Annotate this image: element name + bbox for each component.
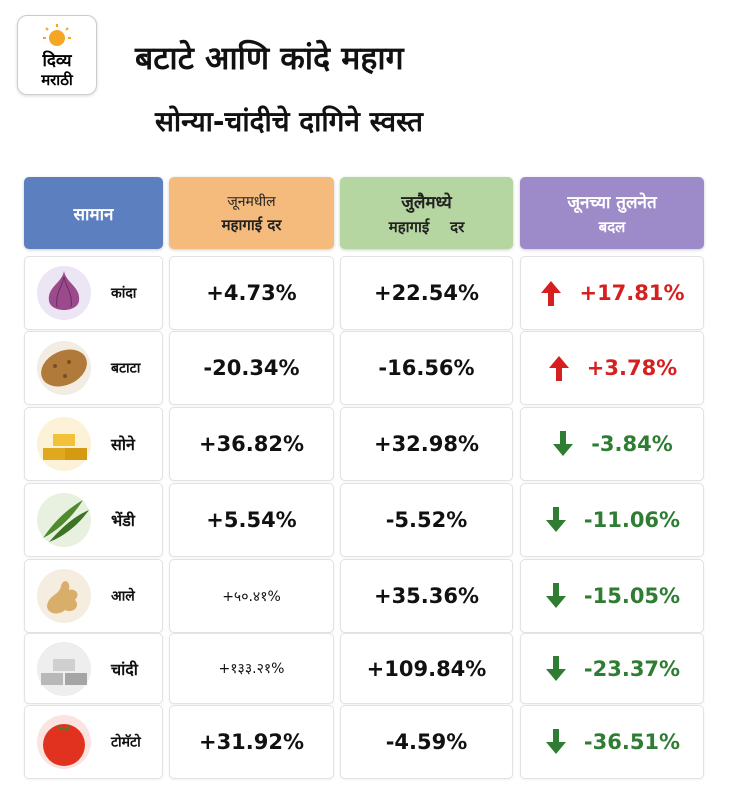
table-cell: -15.05% (520, 559, 704, 633)
rate-value: +4.73% (206, 281, 297, 305)
table-cell: +22.54% (340, 256, 513, 330)
table-cell: +32.98% (340, 407, 513, 481)
header-text: जूनच्या तुलनेत (567, 192, 657, 213)
item-name: बटाटा (111, 360, 141, 377)
table-cell: आले (24, 559, 163, 633)
header-cell: जुलैमध्ये महागाई दर (340, 177, 513, 249)
header-text: महागाई दर (221, 215, 282, 234)
table-cell: -5.52% (340, 483, 513, 557)
header-text: महागाई दर (388, 217, 465, 236)
logo-sun (43, 24, 71, 46)
header-text: बदल (598, 217, 626, 236)
table-cell: -4.59% (340, 705, 513, 779)
item-icon (37, 417, 91, 471)
arrow-down (545, 583, 566, 608)
logo-text: दिव्य (42, 51, 72, 71)
change-value: -11.06% (583, 508, 681, 532)
table-cell: +35.36% (340, 559, 513, 633)
table-cell: -23.37% (520, 633, 704, 704)
rate-value: +22.54% (373, 281, 480, 305)
item-name: आले (111, 588, 135, 605)
table-cell: सोने (24, 407, 163, 481)
rate-value: +32.98% (373, 432, 480, 456)
rate-value: -16.56% (378, 356, 475, 380)
rate-value: -5.52% (385, 508, 468, 532)
rate-value: +36.82% (198, 432, 305, 456)
subtitle: सोन्या-चांदीचे दागिने स्वस्त (155, 105, 423, 138)
table-cell: बटाटा (24, 331, 163, 405)
item-icon (37, 341, 91, 395)
change-value: -23.37% (583, 656, 681, 681)
change-value: +3.78% (586, 356, 678, 380)
arrow-down (545, 507, 566, 532)
rate-value: +109.84% (366, 656, 487, 681)
item-name: कांदा (111, 285, 137, 302)
table-cell: -3.84% (520, 407, 704, 481)
table-cell: +५०.४१% (169, 559, 334, 633)
table-cell: +4.73% (169, 256, 334, 330)
rate-value: +५०.४१% (222, 588, 281, 605)
arrow-up (541, 281, 562, 306)
header-cell: सामान (24, 177, 163, 249)
header-text: जुलैमध्ये (401, 192, 452, 213)
table-cell: भेंडी (24, 483, 163, 557)
logo-text: मराठी (41, 71, 73, 89)
change-value: -36.51% (583, 730, 681, 754)
arrow-down (545, 655, 566, 681)
table-cell: टोमॅटो (24, 705, 163, 779)
table-cell: +१३३.२१% (169, 633, 334, 704)
table-cell: -20.34% (169, 331, 334, 405)
header-cell: जूनच्या तुलनेत बदल (520, 177, 704, 249)
change-value: -15.05% (583, 584, 681, 608)
table-cell: +3.78% (520, 331, 704, 405)
table-cell: +31.92% (169, 705, 334, 779)
item-name: चांदी (111, 659, 138, 679)
arrow-down (545, 729, 566, 754)
rate-value: +35.36% (373, 584, 480, 608)
logo: दिव्य मराठी (17, 15, 97, 95)
table-cell: +5.54% (169, 483, 334, 557)
item-icon (37, 641, 91, 696)
rate-value: +5.54% (206, 508, 297, 532)
table-cell: -11.06% (520, 483, 704, 557)
item-name: भेंडी (111, 511, 135, 530)
table-cell: +109.84% (340, 633, 513, 704)
item-icon (37, 493, 91, 547)
rate-value: +१३३.२१% (218, 661, 285, 677)
item-icon (37, 569, 91, 623)
item-name: टोमॅटो (111, 734, 141, 751)
rate-value: -20.34% (203, 356, 300, 380)
header-cell: जूनमधील महागाई दर (169, 177, 334, 249)
title: बटाटे आणि कांदे महाग (135, 39, 404, 77)
table-cell: कांदा (24, 256, 163, 330)
item-icon (37, 715, 91, 769)
arrow-up (548, 356, 569, 381)
table-cell: चांदी (24, 633, 163, 704)
change-value: +17.81% (579, 281, 685, 305)
change-value: -3.84% (591, 432, 673, 456)
table-cell: -16.56% (340, 331, 513, 405)
table-cell: +36.82% (169, 407, 334, 481)
item-name: सोने (111, 435, 135, 454)
rate-value: -4.59% (385, 730, 468, 754)
table-cell: -36.51% (520, 705, 704, 779)
rate-value: +31.92% (198, 730, 305, 754)
table-cell: +17.81% (520, 256, 704, 330)
item-icon (37, 266, 91, 320)
header-text: सामान (73, 204, 114, 225)
header-text: जूनमधील (227, 193, 276, 210)
arrow-down (553, 431, 574, 456)
